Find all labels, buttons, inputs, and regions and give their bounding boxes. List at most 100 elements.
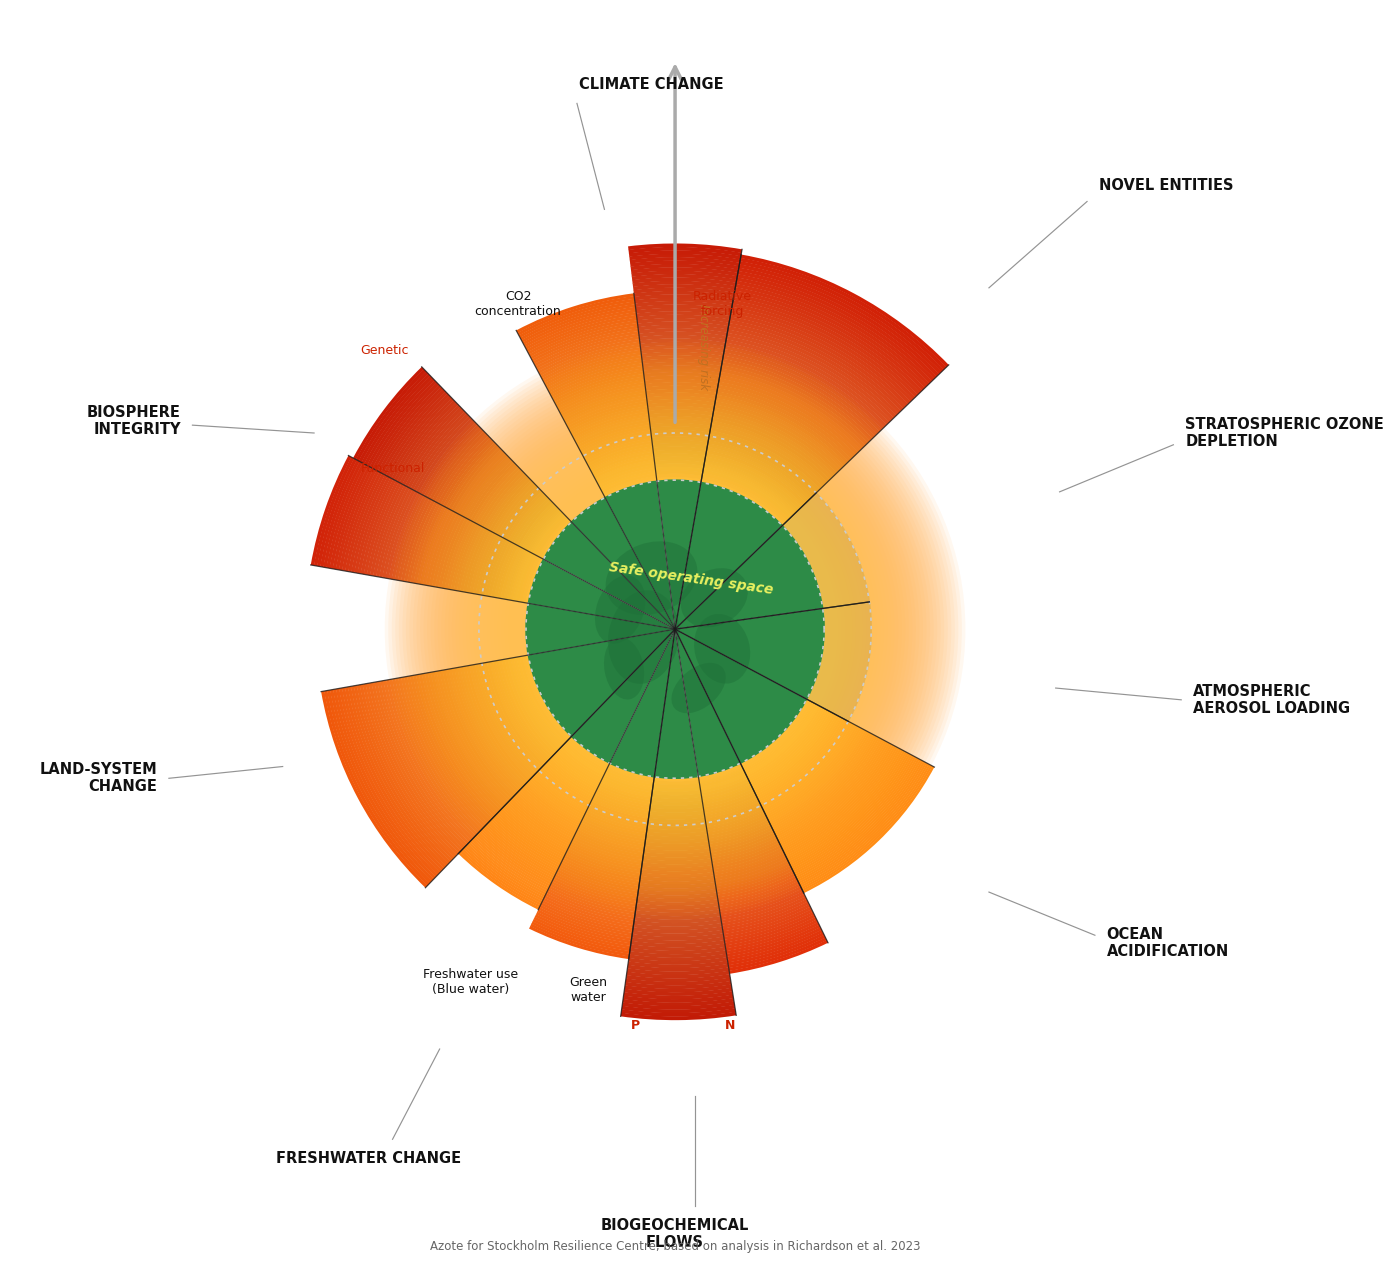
Wedge shape	[578, 424, 651, 450]
Wedge shape	[637, 314, 729, 323]
Wedge shape	[364, 376, 433, 465]
Wedge shape	[531, 776, 585, 815]
Wedge shape	[627, 964, 728, 971]
Wedge shape	[636, 308, 731, 316]
Wedge shape	[557, 380, 645, 409]
Wedge shape	[364, 481, 399, 575]
Wedge shape	[797, 759, 921, 881]
Wedge shape	[759, 720, 847, 804]
Wedge shape	[603, 478, 657, 498]
Wedge shape	[648, 820, 706, 827]
Wedge shape	[727, 921, 819, 955]
Wedge shape	[475, 663, 536, 776]
Wedge shape	[599, 468, 655, 488]
Wedge shape	[501, 659, 554, 755]
Wedge shape	[713, 842, 780, 866]
Wedge shape	[568, 737, 609, 767]
Wedge shape	[725, 339, 888, 427]
Ellipse shape	[595, 575, 645, 644]
Wedge shape	[368, 682, 461, 854]
Wedge shape	[718, 381, 855, 458]
Wedge shape	[654, 780, 700, 785]
Wedge shape	[633, 284, 735, 293]
Wedge shape	[546, 358, 643, 391]
Wedge shape	[540, 520, 571, 560]
Wedge shape	[799, 763, 930, 888]
Wedge shape	[711, 420, 827, 484]
Wedge shape	[591, 451, 654, 474]
Wedge shape	[720, 886, 802, 915]
Wedge shape	[711, 424, 825, 487]
Wedge shape	[638, 328, 728, 336]
Wedge shape	[444, 519, 472, 589]
Wedge shape	[386, 680, 473, 840]
Wedge shape	[466, 529, 491, 593]
Wedge shape	[703, 469, 792, 519]
Wedge shape	[463, 528, 489, 593]
Wedge shape	[357, 478, 393, 574]
Wedge shape	[585, 810, 647, 832]
Wedge shape	[543, 350, 641, 383]
Wedge shape	[585, 438, 652, 463]
Wedge shape	[657, 473, 703, 479]
Wedge shape	[652, 446, 707, 452]
Wedge shape	[539, 341, 640, 376]
Wedge shape	[710, 427, 823, 489]
Wedge shape	[413, 505, 444, 584]
Wedge shape	[787, 749, 902, 860]
Wedge shape	[802, 766, 932, 891]
Wedge shape	[487, 662, 545, 767]
Wedge shape	[354, 477, 391, 574]
Wedge shape	[540, 344, 640, 378]
Wedge shape	[554, 374, 644, 405]
Wedge shape	[595, 460, 655, 482]
Wedge shape	[568, 404, 648, 431]
Wedge shape	[780, 741, 888, 845]
Wedge shape	[384, 391, 448, 475]
Wedge shape	[532, 774, 587, 813]
Wedge shape	[494, 543, 517, 598]
Wedge shape	[769, 730, 867, 824]
Wedge shape	[651, 794, 701, 799]
Wedge shape	[459, 527, 486, 592]
Wedge shape	[792, 754, 913, 870]
Wedge shape	[367, 482, 402, 575]
Wedge shape	[517, 294, 634, 334]
Wedge shape	[708, 440, 813, 498]
Wedge shape	[629, 953, 727, 961]
Wedge shape	[458, 851, 539, 910]
Text: Azote for Stockholm Resilience Centre, based on analysis in Richardson et al. 20: Azote for Stockholm Resilience Centre, b…	[430, 1240, 920, 1252]
Wedge shape	[435, 515, 463, 588]
Wedge shape	[651, 796, 703, 803]
Wedge shape	[507, 801, 570, 847]
Wedge shape	[570, 736, 610, 766]
Wedge shape	[519, 656, 567, 743]
Wedge shape	[718, 881, 799, 909]
Wedge shape	[648, 409, 713, 417]
Wedge shape	[421, 674, 498, 814]
Wedge shape	[511, 796, 573, 841]
Wedge shape	[511, 658, 561, 749]
Wedge shape	[767, 728, 864, 820]
Text: Functional: Functional	[360, 461, 424, 475]
Wedge shape	[728, 937, 827, 971]
Wedge shape	[648, 405, 714, 413]
Wedge shape	[426, 510, 455, 585]
Wedge shape	[515, 553, 535, 602]
Wedge shape	[497, 484, 538, 537]
Wedge shape	[718, 878, 798, 906]
Wedge shape	[651, 800, 703, 806]
Wedge shape	[503, 488, 542, 539]
Wedge shape	[482, 537, 505, 596]
Wedge shape	[378, 681, 468, 846]
Wedge shape	[601, 470, 657, 491]
Wedge shape	[581, 819, 645, 842]
Wedge shape	[636, 909, 720, 916]
Wedge shape	[519, 299, 634, 337]
Wedge shape	[746, 705, 822, 778]
Wedge shape	[776, 737, 879, 837]
Wedge shape	[801, 764, 931, 889]
Wedge shape	[566, 397, 647, 427]
Wedge shape	[732, 300, 916, 400]
Wedge shape	[764, 725, 858, 815]
